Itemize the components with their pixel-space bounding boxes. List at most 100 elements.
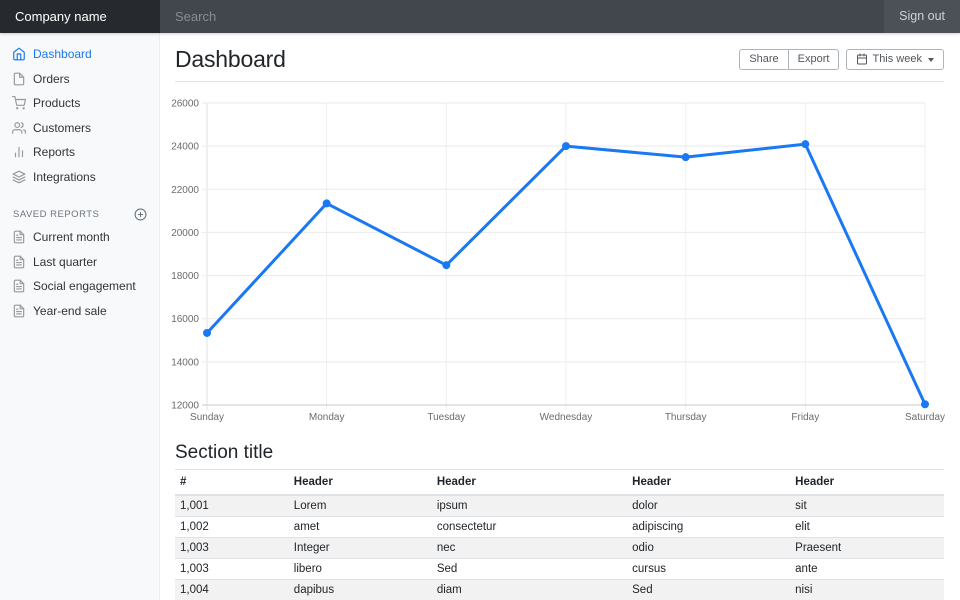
svg-text:Thursday: Thursday <box>665 412 707 423</box>
file-icon <box>13 72 25 86</box>
sidebar-item-label: Reports <box>33 145 76 160</box>
sidebar-item-label: Dashboard <box>33 47 92 62</box>
home-icon <box>13 47 25 61</box>
svg-text:16000: 16000 <box>171 314 199 325</box>
sidebar: Dashboard Orders Products Customers Reports I… <box>0 33 160 600</box>
svg-text:26000: 26000 <box>171 99 199 110</box>
table-cell: cursus <box>627 558 791 580</box>
sidebar-item-year-end-sale[interactable]: Year-end sale <box>0 299 159 324</box>
sidebar-item-reports[interactable]: Reports <box>0 140 159 165</box>
sidebar-item-social-engagement[interactable]: Social engagement <box>0 274 159 299</box>
svg-text:Friday: Friday <box>791 412 819 423</box>
table-cell: 1,003 <box>175 537 289 559</box>
table-cell: 1,004 <box>175 579 289 600</box>
period-label: This week <box>872 53 922 65</box>
table-cell: dolor <box>627 494 791 517</box>
svg-text:Sunday: Sunday <box>190 412 224 423</box>
add-report-button[interactable] <box>134 208 147 221</box>
sidebar-item-dashboard[interactable]: Dashboard <box>0 42 159 67</box>
file-text-icon <box>13 255 25 269</box>
shopping-cart-icon <box>12 96 26 110</box>
sidebar-item-label: Orders <box>33 71 70 86</box>
export-button[interactable]: Export <box>787 49 840 70</box>
sidebar-item-label: Products <box>33 96 81 111</box>
sidebar-nav: Dashboard Orders Products Customers Reports I… <box>0 42 159 189</box>
table-cell: libero <box>288 558 432 580</box>
svg-text:22000: 22000 <box>171 185 199 196</box>
users-icon <box>12 121 26 134</box>
main-content: Dashboard Share Export This week Sunday M… <box>160 33 960 600</box>
sign-out-link[interactable]: Sign out <box>884 0 960 33</box>
sidebar-item-label: Year-end sale <box>33 303 107 318</box>
table-column-header: Header <box>288 469 432 496</box>
table-cell: odio <box>627 537 791 559</box>
table-cell: elit <box>790 516 944 538</box>
file-text-icon <box>13 304 25 318</box>
saved-reports-nav: Current month Last quarter Social engageme… <box>0 225 159 323</box>
brand-link[interactable]: Company name <box>0 0 160 33</box>
sidebar-item-orders[interactable]: Orders <box>0 67 159 92</box>
sidebar-item-integrations[interactable]: Integrations <box>0 165 159 190</box>
sidebar-item-customers[interactable]: Customers <box>0 116 159 141</box>
table-cell: dapibus <box>288 579 432 600</box>
svg-text:Tuesday: Tuesday <box>427 412 465 423</box>
table-row: 1,003 libero Sed cursus ante <box>175 558 944 580</box>
table-column-header: Header <box>431 469 628 496</box>
sidebar-item-label: Social engagement <box>33 279 136 294</box>
table-cell: nisi <box>790 579 944 600</box>
table-cell: adipiscing <box>627 516 791 538</box>
sidebar-item-label: Customers <box>33 120 92 135</box>
table-cell: ante <box>790 558 944 580</box>
table-column-header: # <box>175 469 289 496</box>
table-row: 1,003 Integer nec odio Praesent <box>175 537 944 559</box>
svg-text:18000: 18000 <box>171 271 199 282</box>
plus-circle-icon <box>134 208 147 221</box>
traffic-chart: Sunday Monday Tuesday Wednesday Thursday Frid… <box>171 99 945 424</box>
table-cell: Sed <box>431 558 628 580</box>
layers-icon <box>12 170 26 184</box>
chevron-down-icon <box>928 57 934 62</box>
sidebar-item-label: Last quarter <box>33 254 98 269</box>
table-cell: Sed <box>627 579 791 600</box>
sidebar-item-products[interactable]: Products <box>0 91 159 116</box>
svg-text:12000: 12000 <box>171 401 199 412</box>
table-cell: ipsum <box>431 494 628 517</box>
file-text-icon <box>13 279 25 293</box>
table-cell: 1,002 <box>175 516 289 538</box>
table-cell: 1,003 <box>175 558 289 580</box>
table-cell: Praesent <box>790 537 944 559</box>
saved-reports-heading-row: Saved reports <box>0 204 159 225</box>
table-column-header: Header <box>627 469 791 496</box>
table-cell: nec <box>431 537 628 559</box>
table-cell: 1,001 <box>175 494 289 517</box>
table-cell: consectetur <box>431 516 628 538</box>
table-row: 1,001 Lorem ipsum dolor sit <box>175 494 944 517</box>
calendar-icon <box>857 53 868 65</box>
table-cell: Integer <box>288 537 432 559</box>
period-dropdown-button[interactable]: This week <box>846 49 944 70</box>
sidebar-item-label: Integrations <box>33 169 96 184</box>
table-row: 1,002 amet consectetur adipiscing elit <box>175 516 944 538</box>
sidebar-item-last-quarter[interactable]: Last quarter <box>0 250 159 275</box>
table-body: 1,001 Lorem ipsum dolor sit 1,002 amet consecte… <box>175 494 944 600</box>
table-column-header: Header <box>790 469 944 496</box>
svg-text:Wednesday: Wednesday <box>540 412 593 423</box>
page-title: Dashboard <box>175 46 286 72</box>
search-input[interactable] <box>160 0 885 33</box>
table-head: # Header Header Header Header <box>175 469 944 496</box>
sidebar-item-label: Current month <box>33 230 110 245</box>
svg-text:14000: 14000 <box>171 357 199 368</box>
toolbar: Share Export This week <box>739 49 944 70</box>
bar-chart-icon <box>14 147 24 158</box>
table-row: 1,004 dapibus diam Sed nisi <box>175 579 944 600</box>
calendar-icon <box>856 53 868 66</box>
svg-text:Monday: Monday <box>309 412 345 423</box>
svg-text:Saturday: Saturday <box>905 412 945 423</box>
share-export-group: Share Export <box>739 49 840 70</box>
share-button[interactable]: Share <box>739 49 789 70</box>
top-navbar: Company name Sign out <box>0 0 960 33</box>
page-header: Dashboard Share Export This week <box>175 46 944 82</box>
section-title: Section title <box>175 442 274 463</box>
svg-text:24000: 24000 <box>171 142 199 153</box>
sidebar-item-current-month[interactable]: Current month <box>0 225 159 250</box>
